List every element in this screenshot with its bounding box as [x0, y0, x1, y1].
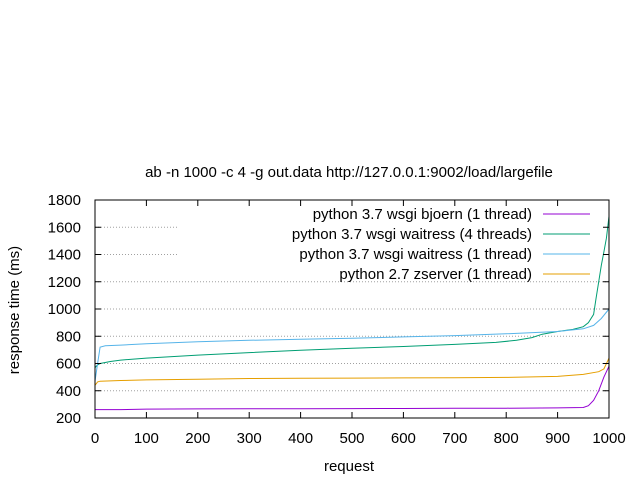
y-tick-label: 1200 — [48, 274, 81, 291]
series-line — [94, 357, 610, 386]
axes — [94, 199, 610, 419]
x-axis-label: request — [324, 458, 375, 475]
x-tick-label: 600 — [391, 430, 416, 447]
y-tick-label: 600 — [56, 356, 81, 373]
x-tick-label: 900 — [545, 430, 570, 447]
x-tick-label: 0 — [91, 430, 99, 447]
x-tick-label: 500 — [339, 430, 364, 447]
series-line — [95, 365, 610, 411]
chart-title: ab -n 1000 -c 4 -g out.data http://127.0… — [145, 164, 553, 181]
tick-labels: 200 400 600 800 1000 1200 1400 1600 1800 0 100 200 3… — [48, 192, 626, 447]
x-tick-label: 300 — [237, 430, 262, 447]
y-tick-label: 400 — [56, 383, 81, 400]
y-tick-label: 200 — [56, 410, 81, 427]
y-tick-label: 1000 — [48, 301, 81, 318]
y-tick-label: 1400 — [48, 247, 81, 264]
y-tick-label: 800 — [56, 328, 81, 345]
x-tick-label: 800 — [494, 430, 519, 447]
x-tick-label: 100 — [134, 430, 159, 447]
legend-label: python 3.7 wsgi bjoern (1 thread) — [313, 206, 532, 223]
legend-label: python 2.7 zserver (1 thread) — [339, 266, 532, 283]
series-lines — [94, 216, 610, 411]
legend-label: python 3.7 wsgi waitress (1 thread) — [299, 246, 532, 263]
y-tick-label: 1800 — [48, 192, 81, 209]
y-tick-label: 1600 — [48, 219, 81, 236]
legend-label: python 3.7 wsgi waitress (4 threads) — [292, 226, 532, 243]
x-tick-label: 200 — [185, 430, 210, 447]
y-axis-label: response time (ms) — [6, 246, 23, 374]
x-tick-label: 400 — [288, 430, 313, 447]
x-tick-label: 700 — [442, 430, 467, 447]
x-tick-label: 1000 — [592, 430, 625, 447]
series-line — [94, 308, 610, 382]
series-line — [94, 216, 610, 368]
legend: python 3.7 wsgi bjoern (1 thread) python … — [292, 206, 590, 283]
